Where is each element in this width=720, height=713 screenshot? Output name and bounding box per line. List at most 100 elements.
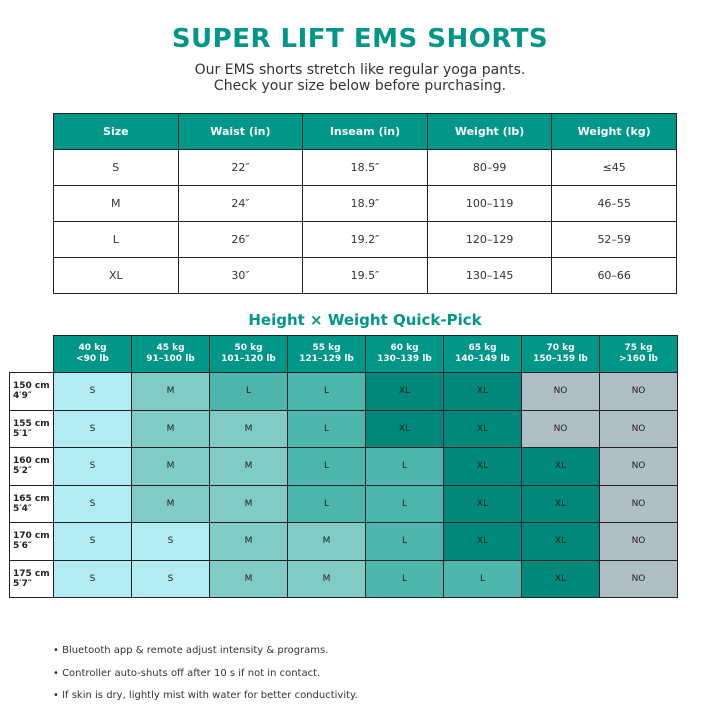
weight-kg: 55 kg — [312, 343, 341, 353]
size-cell: M — [287, 522, 366, 561]
quick-pick-title: Height × Weight Quick-Pick — [248, 311, 482, 329]
weight-column-header: 40 kg <90 lb — [53, 335, 132, 373]
size-cell: S — [131, 522, 210, 561]
size-cell: M — [131, 447, 210, 486]
weight-lb: 140–149 lb — [455, 354, 510, 364]
height-row-header: 155 cm 5′1″ — [9, 409, 54, 448]
table-cell: 60–66 — [551, 257, 677, 294]
size-cell: XL — [521, 522, 600, 561]
table-row: 160 cm 5′2″ S M M L L XL XL NO — [9, 447, 678, 486]
size-cell: NO — [599, 409, 678, 448]
table-cell: L — [53, 221, 179, 258]
table-row: 165 cm 5′4″ S M M L L XL XL NO — [9, 484, 678, 523]
table-cell: ≤45 — [551, 149, 677, 186]
height-cm: 155 cm — [13, 418, 50, 429]
table-cell: 18.9″ — [302, 185, 428, 222]
size-cell: L — [365, 522, 444, 561]
size-cell: L — [365, 559, 444, 598]
page-title: SUPER LIFT EMS SHORTS — [171, 24, 549, 54]
height-ft: 5′1″ — [13, 428, 32, 439]
size-cell: L — [287, 409, 366, 448]
table-row: L 26″ 19.2″ 120–129 52–59 — [53, 221, 677, 258]
size-cell: S — [131, 559, 210, 598]
height-row-header: 160 cm 5′2″ — [9, 447, 54, 486]
height-ft: 5′6″ — [13, 541, 32, 552]
size-cell: M — [287, 559, 366, 598]
table-cell: M — [53, 185, 179, 222]
table-row: 170 cm 5′6″ S S M M L XL XL NO — [9, 522, 678, 561]
weight-lb: 150–159 lb — [533, 354, 588, 364]
size-cell: L — [287, 484, 366, 523]
size-cell: NO — [599, 372, 678, 411]
size-table: Size Waist (in) Inseam (in) Weight (lb) Weig… — [53, 113, 677, 294]
size-cell: XL — [443, 484, 522, 523]
height-ft: 5′4″ — [13, 503, 32, 514]
table-row: XL 30″ 19.5″ 130–145 60–66 — [53, 257, 677, 294]
table-cell: 52–59 — [551, 221, 677, 258]
size-cell: NO — [599, 522, 678, 561]
size-cell: XL — [443, 447, 522, 486]
header-row: Size Waist (in) Inseam (in) Weight (lb) Weig… — [53, 113, 677, 150]
size-cell: S — [53, 409, 132, 448]
height-ft: 5′2″ — [13, 466, 32, 477]
corner-cell — [9, 335, 54, 373]
table-cell: 30″ — [177, 257, 304, 294]
size-cell: L — [365, 447, 444, 486]
table-cell: 19.5″ — [302, 257, 428, 294]
weight-column-header: 70 kg 150–159 lb — [521, 335, 600, 373]
size-cell: S — [53, 484, 132, 523]
table-cell: 100–119 — [426, 185, 553, 222]
weight-lb: 130–139 lb — [377, 354, 432, 364]
weight-column-header: 50 kg 101–120 lb — [209, 335, 288, 373]
size-cell: L — [209, 372, 288, 411]
size-cell: M — [209, 447, 288, 486]
size-cell: NO — [521, 409, 600, 448]
height-row-header: 165 cm 5′4″ — [9, 484, 54, 523]
note-item: • If skin is dry, lightly mist with wate… — [53, 690, 358, 701]
table-cell: XL — [53, 257, 179, 294]
weight-column-header: 45 kg 91–100 lb — [131, 335, 210, 373]
height-row-header: 150 cm 4′9″ — [9, 372, 54, 411]
size-cell: XL — [443, 522, 522, 561]
quick-pick-table: 40 kg <90 lb 45 kg 91–100 lb 50 kg 101–120 lb… — [9, 335, 678, 598]
weight-kg: 75 kg — [624, 343, 653, 353]
weight-kg: 40 kg — [78, 343, 107, 353]
size-cell: L — [443, 559, 522, 598]
weight-lb: 121–129 lb — [299, 354, 354, 364]
height-cm: 165 cm — [13, 493, 50, 504]
size-cell: M — [131, 372, 210, 411]
weight-lb: 91–100 lb — [146, 354, 195, 364]
table-row: 155 cm 5′1″ S M M L XL XL NO NO — [9, 409, 678, 448]
table-cell: 80–99 — [426, 149, 553, 186]
size-cell: S — [53, 447, 132, 486]
size-cell: XL — [521, 447, 600, 486]
size-cell: L — [287, 372, 366, 411]
size-cell: M — [209, 559, 288, 598]
table-cell: 130–145 — [426, 257, 553, 294]
height-ft: 4′9″ — [13, 391, 32, 402]
size-cell: XL — [365, 409, 444, 448]
size-cell: S — [53, 559, 132, 598]
size-cell: XL — [443, 372, 522, 411]
note-item: • Controller auto-shuts off after 10 s i… — [53, 667, 321, 679]
size-cell: NO — [599, 447, 678, 486]
size-cell: L — [287, 447, 366, 486]
size-cell: M — [131, 484, 210, 523]
table-cell: 18.5″ — [302, 149, 428, 186]
notes-list: • Bluetooth app & remote adjust intensit… — [53, 645, 358, 713]
table-cell: S — [53, 149, 179, 186]
size-cell: S — [53, 372, 132, 411]
size-cell: NO — [521, 372, 600, 411]
table-row: 175 cm 5′7″ S S M M L L XL NO — [9, 559, 678, 598]
column-header: Size — [53, 113, 179, 150]
subtitle-line: Check your size below before purchasing. — [213, 78, 507, 94]
size-cell: M — [209, 522, 288, 561]
weight-lb: >160 lb — [619, 354, 658, 364]
table-cell: 19.2″ — [302, 221, 428, 258]
size-cell: M — [209, 484, 288, 523]
height-row-header: 170 cm 5′6″ — [9, 522, 54, 561]
table-cell: 46–55 — [551, 185, 677, 222]
size-cell: XL — [443, 409, 522, 448]
height-cm: 160 cm — [13, 456, 50, 467]
size-cell: M — [131, 409, 210, 448]
